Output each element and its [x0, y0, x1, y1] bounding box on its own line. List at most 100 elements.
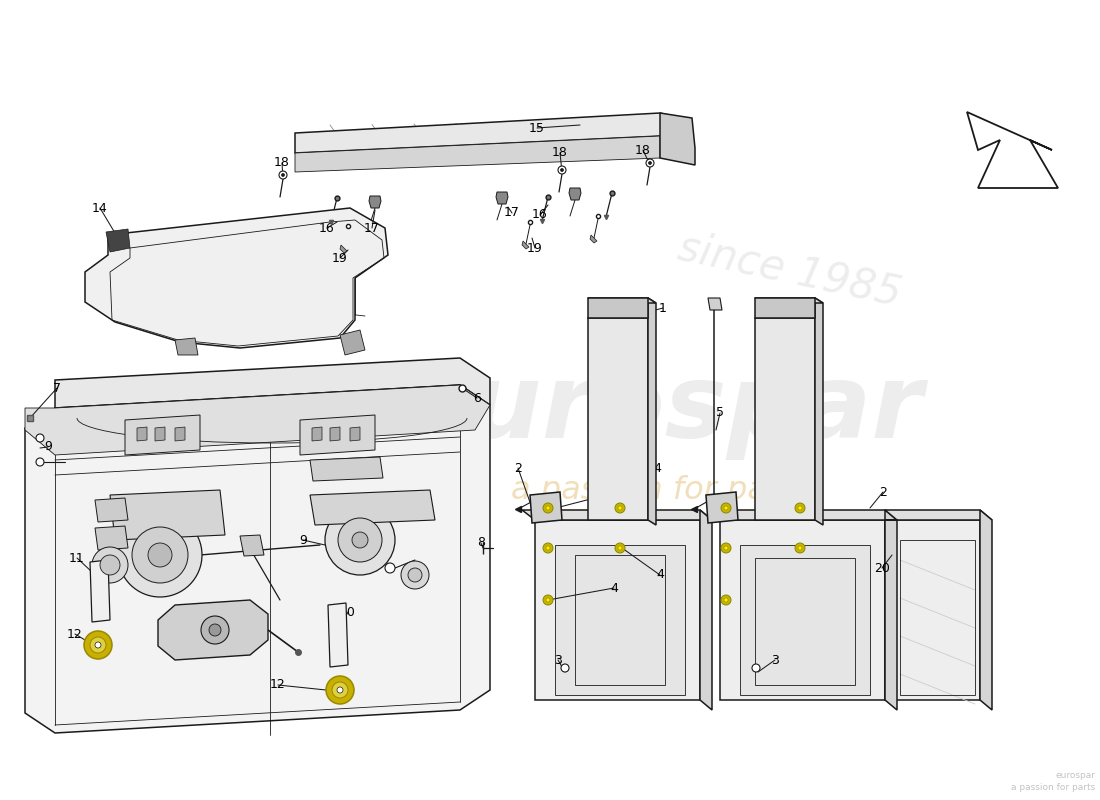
Polygon shape	[648, 298, 656, 525]
Circle shape	[561, 169, 563, 171]
Circle shape	[338, 518, 382, 562]
Text: 4: 4	[653, 462, 661, 474]
Circle shape	[84, 631, 112, 659]
Circle shape	[646, 159, 654, 167]
Text: 4: 4	[610, 582, 618, 594]
Polygon shape	[886, 510, 992, 520]
Circle shape	[148, 543, 172, 567]
Polygon shape	[755, 298, 815, 318]
Circle shape	[546, 598, 550, 602]
Polygon shape	[660, 113, 695, 165]
Circle shape	[615, 543, 625, 553]
Circle shape	[90, 637, 106, 653]
Circle shape	[132, 527, 188, 583]
Polygon shape	[340, 245, 346, 253]
Circle shape	[279, 171, 287, 179]
Circle shape	[724, 506, 728, 510]
Polygon shape	[95, 526, 128, 550]
Polygon shape	[967, 112, 1058, 188]
Text: 7: 7	[53, 382, 60, 394]
Circle shape	[324, 505, 395, 575]
Text: 3: 3	[554, 654, 562, 666]
Polygon shape	[886, 520, 980, 700]
Text: 8: 8	[477, 537, 485, 550]
Text: 9: 9	[44, 441, 52, 454]
Circle shape	[118, 513, 202, 597]
Polygon shape	[25, 385, 490, 455]
Text: 1: 1	[816, 358, 824, 371]
Text: eurospar: eurospar	[397, 359, 923, 461]
Polygon shape	[522, 510, 712, 520]
Text: 10: 10	[340, 606, 356, 618]
Circle shape	[561, 664, 569, 672]
Text: 5: 5	[716, 406, 724, 419]
Polygon shape	[522, 241, 529, 249]
Text: 18: 18	[552, 146, 568, 159]
Text: 12: 12	[271, 678, 286, 691]
Text: 19: 19	[332, 251, 348, 265]
Circle shape	[36, 458, 44, 466]
Polygon shape	[240, 535, 264, 556]
Polygon shape	[90, 560, 110, 622]
Polygon shape	[535, 520, 700, 700]
Polygon shape	[740, 545, 870, 695]
Text: 18: 18	[635, 143, 651, 157]
Text: 18: 18	[274, 157, 290, 170]
Polygon shape	[106, 229, 130, 252]
Circle shape	[408, 568, 422, 582]
Circle shape	[724, 598, 728, 602]
Circle shape	[543, 543, 553, 553]
Circle shape	[543, 503, 553, 513]
Polygon shape	[980, 510, 992, 710]
Text: 15: 15	[529, 122, 544, 134]
Polygon shape	[588, 318, 648, 520]
Polygon shape	[295, 113, 690, 153]
Circle shape	[618, 506, 621, 510]
Circle shape	[615, 503, 625, 513]
Text: eurospar
a passion for parts: eurospar a passion for parts	[1011, 771, 1094, 792]
Text: 17: 17	[364, 222, 380, 234]
Circle shape	[558, 166, 566, 174]
Text: 9: 9	[299, 534, 307, 546]
Polygon shape	[588, 298, 656, 303]
Polygon shape	[368, 196, 381, 208]
Polygon shape	[755, 298, 823, 303]
Text: 11: 11	[69, 551, 85, 565]
Circle shape	[36, 434, 44, 442]
Circle shape	[95, 642, 101, 648]
Circle shape	[92, 547, 128, 583]
Polygon shape	[590, 235, 597, 243]
Text: 14: 14	[92, 202, 108, 214]
Circle shape	[201, 616, 229, 644]
Polygon shape	[700, 510, 712, 710]
Text: 1: 1	[659, 302, 667, 314]
Circle shape	[795, 543, 805, 553]
Circle shape	[720, 503, 732, 513]
Polygon shape	[569, 188, 581, 200]
Polygon shape	[328, 603, 348, 667]
Polygon shape	[496, 192, 508, 204]
Polygon shape	[310, 457, 383, 481]
Text: 20: 20	[874, 562, 890, 574]
Polygon shape	[300, 415, 375, 455]
Polygon shape	[138, 427, 147, 441]
Polygon shape	[886, 510, 896, 710]
Polygon shape	[125, 415, 200, 455]
Polygon shape	[310, 490, 435, 525]
Circle shape	[282, 174, 285, 177]
Circle shape	[798, 506, 802, 510]
Circle shape	[752, 664, 760, 672]
Circle shape	[724, 546, 728, 550]
Circle shape	[352, 532, 368, 548]
Polygon shape	[530, 492, 562, 523]
Text: 2: 2	[514, 462, 521, 474]
Polygon shape	[175, 427, 185, 441]
Text: 4: 4	[610, 486, 618, 499]
Polygon shape	[755, 318, 815, 520]
Text: 6: 6	[473, 391, 481, 405]
Circle shape	[385, 563, 395, 573]
Circle shape	[546, 546, 550, 550]
Polygon shape	[706, 492, 738, 523]
Polygon shape	[708, 298, 722, 310]
Text: 19: 19	[527, 242, 543, 254]
